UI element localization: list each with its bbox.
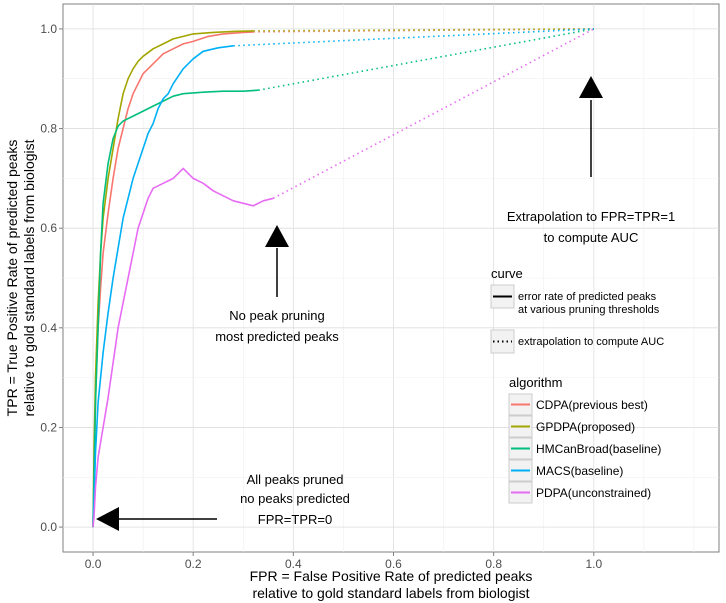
legend-algorithm-label: CDPA(previous best): [536, 398, 648, 412]
x-tick-label: 0.2: [185, 557, 202, 571]
series-line-macs: [92, 45, 234, 528]
annotation-no-pruning-line-1: No peak pruning: [229, 308, 324, 323]
series-extrapolation-gpdpa: [253, 28, 594, 32]
annotation-extrapolation-arrow-head: [579, 76, 603, 98]
series-extrapolation-hmcanbroad: [258, 28, 594, 91]
x-tick-label: 0.0: [85, 557, 102, 571]
y-tick-label: 0.6: [40, 221, 57, 235]
y-axis-title-2: relative to gold standard labels from bi…: [21, 139, 37, 416]
legend-algorithm-label: GPDPA(proposed): [536, 420, 635, 434]
legend-curve-dotted-label: extrapolation to compute AUC: [518, 336, 664, 348]
y-tick-label: 0.2: [40, 420, 57, 434]
annotation-extrapolation-line-1: Extrapolation to FPR=TPR=1: [507, 209, 675, 224]
ticks: 0.0 0.2 0.4 0.6 0.8 1.0 0.0 0.2 0.4 0.6 0.8 1.0: [40, 22, 602, 571]
annotation-all-pruned-arrow-head: [96, 507, 119, 531]
y-tick-label: 0.8: [40, 122, 57, 136]
annotation-all-pruned-line-3: FPR=TPR=0: [258, 512, 332, 527]
x-tick-label: 0.4: [285, 557, 302, 571]
legend-algorithm: algorithm CDPA(previous best) GPDPA(propo…: [508, 375, 661, 504]
y-tick-label: 0.4: [40, 321, 57, 335]
legend-algorithm-title: algorithm: [509, 375, 562, 390]
x-axis-title-2: relative to gold standard labels from bi…: [252, 585, 529, 601]
annotation-extrapolation-line-2: to compute AUC: [544, 230, 639, 245]
annotation-no-pruning-line-2: most predicted peaks: [215, 329, 339, 344]
annotation-all-pruned-line-2: no peaks predicted: [240, 491, 350, 506]
annotation-all-pruned-line-1: All peaks pruned: [247, 472, 344, 487]
annotation-no-pruning: No peak pruning most predicted peaks: [215, 225, 339, 344]
legend-curve-title: curve: [491, 266, 523, 281]
series-group: [92, 28, 595, 528]
annotation-extrapolation: Extrapolation to FPR=TPR=1 to compute AU…: [507, 76, 675, 245]
x-axis-title: FPR = False Positive Rate of predicted p…: [250, 568, 533, 584]
legend-curve: curve error rate of predicted peaks at v…: [490, 266, 664, 354]
y-tick-label: 1.0: [40, 22, 57, 36]
series-extrapolation-macs: [233, 28, 594, 47]
legend-algorithm-label: HMCanBroad(baseline): [536, 442, 661, 456]
y-tick-label: 0.0: [40, 520, 57, 534]
x-tick-label: 1.0: [585, 557, 602, 571]
legend-curve-solid-label-1: error rate of predicted peaks: [518, 291, 657, 303]
annotation-all-pruned: All peaks pruned no peaks predicted FPR=…: [96, 472, 350, 531]
x-tick-label: 0.8: [485, 557, 502, 571]
legend-curve-solid-label-2: at various pruning thresholds: [518, 304, 660, 316]
series-line-pdpa: [92, 167, 274, 528]
y-axis-title: TPR = True Positive Rate of predicted pe…: [4, 140, 20, 417]
legend-algorithm-label: MACS(baseline): [536, 464, 623, 478]
x-tick-label: 0.6: [385, 557, 402, 571]
series-line-hmcanbroad: [92, 89, 259, 528]
series-extrapolation-pdpa: [272, 28, 595, 200]
legend-algorithm-label: PDPA(unconstrained): [536, 486, 651, 500]
annotation-no-pruning-arrow-head: [265, 225, 289, 247]
